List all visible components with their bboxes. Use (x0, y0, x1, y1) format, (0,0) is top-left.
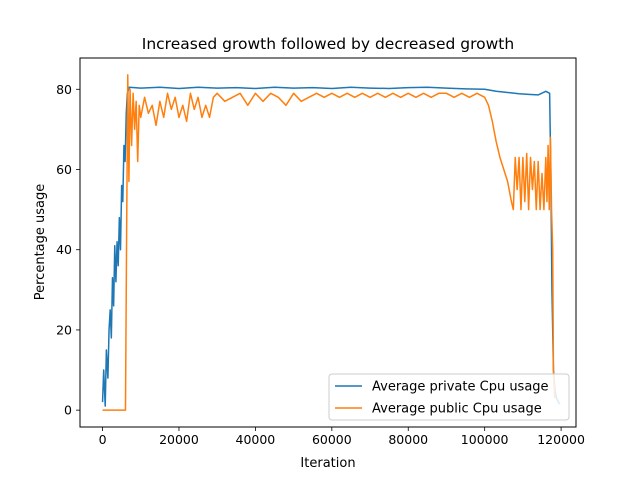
x-tick-label: 120000 (537, 432, 585, 447)
y-tick-label: 0 (64, 403, 72, 418)
x-tick-label: 80000 (388, 432, 428, 447)
y-tick-label: 20 (56, 322, 72, 337)
legend-box (328, 373, 570, 421)
y-tick-label: 80 (56, 82, 72, 97)
x-axis-label: Iteration (300, 456, 355, 471)
x-axis: 0 20000 40000 60000 80000 100000 120000 (99, 427, 585, 447)
chart-title: Increased growth followed by decreased g… (142, 35, 514, 53)
x-tick-label: 60000 (312, 432, 352, 447)
legend-label-2: Average public Cpu usage (372, 402, 542, 417)
y-axis-label: Percentage usage (33, 184, 48, 301)
y-tick-label: 60 (56, 162, 72, 177)
x-tick-label: 0 (99, 432, 107, 447)
legend: Average private Cpu usage Average public … (328, 373, 570, 421)
x-tick-label: 100000 (461, 432, 509, 447)
legend-label-1: Average private Cpu usage (372, 380, 549, 395)
y-axis: 0 20 40 60 80 (56, 82, 80, 418)
series-line-2 (102, 74, 556, 411)
series-line-1 (101, 86, 561, 407)
y-tick-label: 40 (56, 242, 72, 257)
plot-frame (79, 57, 577, 428)
x-tick-label: 20000 (159, 432, 199, 447)
series-layer (101, 74, 561, 411)
x-tick-label: 40000 (236, 432, 276, 447)
